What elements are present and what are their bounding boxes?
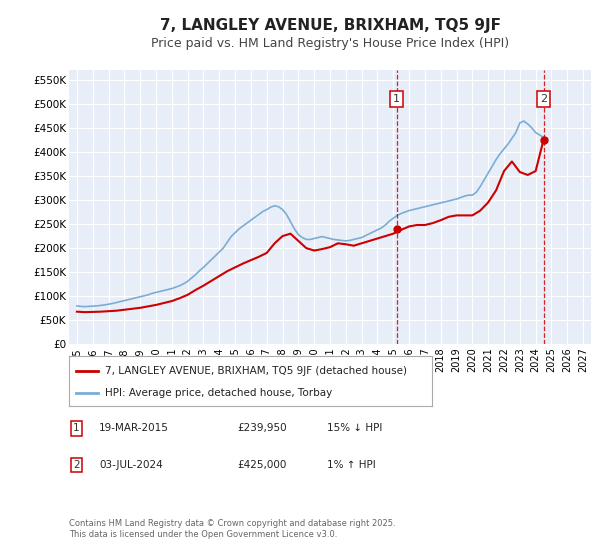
Text: 1% ↑ HPI: 1% ↑ HPI <box>327 460 376 470</box>
Text: £239,950: £239,950 <box>237 423 287 433</box>
Text: £425,000: £425,000 <box>237 460 286 470</box>
Text: 15% ↓ HPI: 15% ↓ HPI <box>327 423 382 433</box>
Text: Price paid vs. HM Land Registry's House Price Index (HPI): Price paid vs. HM Land Registry's House … <box>151 37 509 50</box>
Text: 03-JUL-2024: 03-JUL-2024 <box>99 460 163 470</box>
Text: 7, LANGLEY AVENUE, BRIXHAM, TQ5 9JF (detached house): 7, LANGLEY AVENUE, BRIXHAM, TQ5 9JF (det… <box>106 366 407 376</box>
Text: Contains HM Land Registry data © Crown copyright and database right 2025.
This d: Contains HM Land Registry data © Crown c… <box>69 520 395 539</box>
Text: 2: 2 <box>540 94 547 104</box>
Text: 7, LANGLEY AVENUE, BRIXHAM, TQ5 9JF: 7, LANGLEY AVENUE, BRIXHAM, TQ5 9JF <box>160 18 500 32</box>
Text: 19-MAR-2015: 19-MAR-2015 <box>99 423 169 433</box>
Text: 1: 1 <box>393 94 400 104</box>
Text: 2: 2 <box>73 460 80 470</box>
Text: HPI: Average price, detached house, Torbay: HPI: Average price, detached house, Torb… <box>106 389 332 398</box>
Text: 1: 1 <box>73 423 80 433</box>
